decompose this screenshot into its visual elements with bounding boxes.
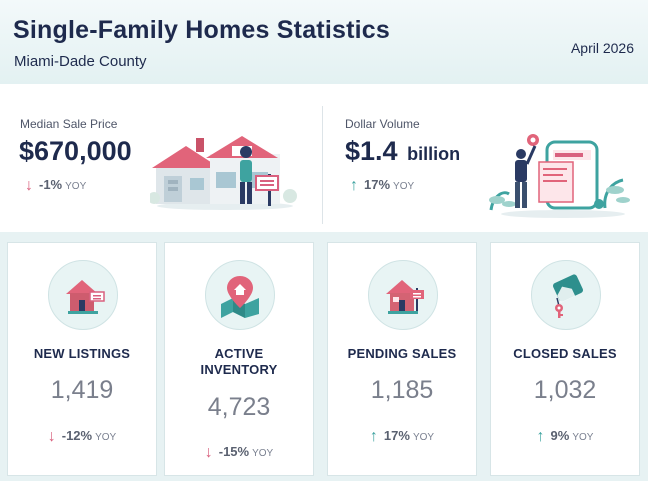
change-period: YOY (393, 181, 415, 192)
arrow-down-icon: ↓ (204, 444, 213, 461)
metric-value: 1,185 (370, 376, 434, 404)
dollar-volume-amount: $1.4 (345, 136, 398, 166)
arrow-up-icon: ↑ (369, 428, 378, 445)
new-listings-card: NEW LISTINGS 1,419 ↓ -12% YOY (7, 242, 157, 476)
change-period: YOY (252, 448, 274, 459)
median-sale-price-card: Median Sale Price $670,000 ↓ -1% YOY (0, 92, 322, 232)
median-sale-price-amount: $670,000 (19, 136, 132, 166)
house-with-sale-sign-illustration (150, 136, 297, 210)
report-date: April 2026 (570, 40, 634, 56)
arrow-up-icon: ↑ (350, 177, 358, 194)
change-period: YOY (95, 432, 117, 443)
dollar-volume-label: Dollar Volume (345, 117, 420, 131)
metric-value: 1,032 (533, 376, 597, 404)
change-percent: 9% (550, 428, 570, 443)
metric-change: ↑ 17% YOY (328, 427, 476, 445)
closed-sales-card: CLOSED SALES 1,032 ↑ 9% YOY (490, 242, 640, 476)
arrow-down-icon: ↓ (47, 428, 56, 445)
change-percent: -12% (61, 428, 93, 443)
page-subtitle: Miami-Dade County (14, 53, 147, 70)
median-sale-price-value: $670,000 (19, 136, 132, 167)
metric-label: ACTIVE INVENTORY (165, 346, 313, 378)
metric-change: ↓ -15% YOY (165, 443, 313, 461)
metric-label-text: ACTIVE INVENTORY (200, 346, 278, 377)
dollar-volume-card: Dollar Volume $1.4 billion ↑ 17% YOY (323, 92, 648, 232)
highlights-divider (322, 106, 323, 224)
metric-value: 1,419 (50, 376, 114, 404)
metric-value: 4,723 (207, 393, 271, 421)
dollar-volume-change: ↑ 17% YOY (350, 176, 414, 194)
house-sold-sign-icon (368, 260, 438, 330)
phone-payment-illustration (489, 134, 630, 218)
metric-label: CLOSED SALES (513, 346, 617, 361)
change-percent: -15% (218, 444, 250, 459)
metric-label: NEW LISTINGS (33, 346, 131, 361)
change-period: YOY (412, 432, 435, 443)
median-sale-price-label: Median Sale Price (20, 117, 118, 131)
page-title: Single-Family Homes Statistics (13, 16, 390, 44)
house-keys-icon (531, 260, 601, 330)
metric-change: ↓ -12% YOY (8, 427, 156, 445)
change-percent: -1% (39, 177, 63, 192)
change-percent: 17% (383, 428, 410, 443)
dollar-volume-value: $1.4 billion (345, 136, 460, 167)
dollar-volume-unit: billion (407, 144, 461, 164)
arrow-up-icon: ↑ (536, 428, 545, 445)
pending-sales-card: PENDING SALES 1,185 ↑ 17% YOY (327, 242, 477, 476)
active-inventory-card: ACTIVE INVENTORY 4,723 ↓ -15% YOY (164, 242, 314, 476)
change-period: YOY (65, 181, 87, 192)
change-percent: 17% (364, 177, 391, 192)
median-sale-price-change: ↓ -1% YOY (25, 176, 86, 194)
header-banner (0, 0, 648, 84)
metric-change: ↑ 9% YOY (491, 427, 639, 445)
change-period: YOY (572, 432, 594, 443)
map-pin-icon (205, 260, 275, 330)
arrow-down-icon: ↓ (25, 177, 33, 194)
house-for-sale-icon (48, 260, 118, 330)
metric-label: PENDING SALES (347, 346, 457, 361)
